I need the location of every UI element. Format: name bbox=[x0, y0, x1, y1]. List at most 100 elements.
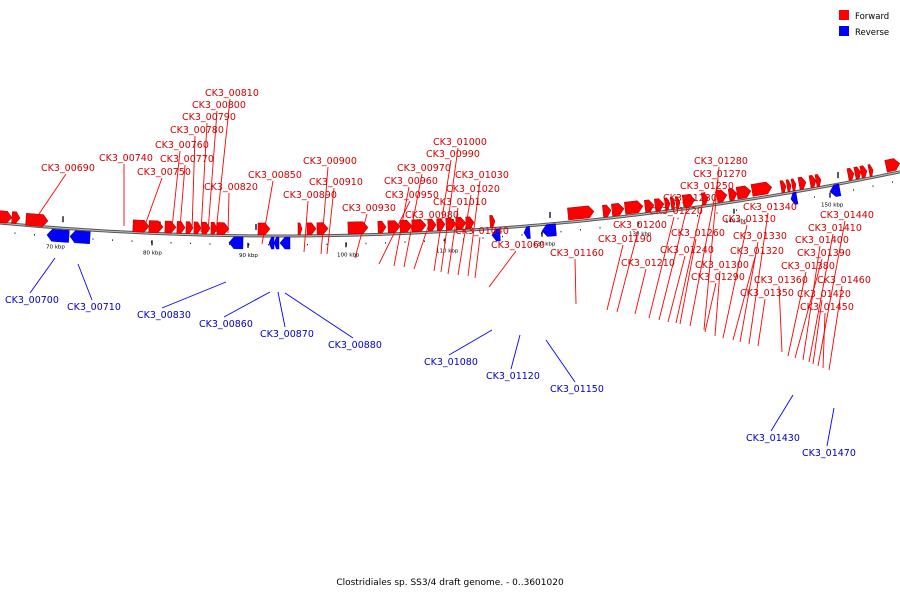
reverse-leader-line bbox=[510, 334, 521, 370]
forward-gene-arrow bbox=[814, 174, 822, 187]
scale-tick-label: 140 kbp bbox=[725, 219, 748, 225]
forward-leader-line bbox=[207, 110, 218, 233]
reverse-gene-arrow bbox=[273, 236, 280, 250]
forward-gene-label: CK3_00750 bbox=[137, 167, 191, 178]
forward-leader-line bbox=[433, 159, 452, 272]
forward-gene-arrow bbox=[11, 211, 21, 225]
forward-gene-label: CK3_00760 bbox=[155, 140, 209, 151]
forward-gene-label: CK3_01320 bbox=[730, 246, 784, 257]
forward-gene-label: CK3_01300 bbox=[695, 260, 749, 271]
forward-gene-arrow bbox=[790, 178, 797, 192]
forward-leader-line bbox=[144, 177, 163, 226]
scale-tick-label: 70 kbp bbox=[46, 245, 65, 251]
forward-gene-arrow bbox=[164, 220, 177, 234]
forward-gene-label: CK3_00810 bbox=[205, 88, 259, 99]
reverse-leader-line bbox=[223, 291, 271, 318]
forward-gene-arrow bbox=[674, 196, 681, 209]
forward-leader-line bbox=[200, 122, 208, 233]
forward-gene-label: CK3_00740 bbox=[99, 153, 153, 164]
forward-gene-arrow bbox=[193, 221, 202, 235]
scale-tick-label: 120 kbp bbox=[533, 242, 556, 248]
forward-gene-label: CK3_01340 bbox=[743, 202, 797, 213]
forward-leader-line bbox=[812, 299, 823, 365]
reverse-leader-line bbox=[770, 394, 794, 432]
forward-gene-arrow bbox=[663, 197, 671, 211]
forward-gene-label: CK3_01030 bbox=[455, 170, 509, 181]
forward-leader-line bbox=[413, 220, 431, 270]
forward-leader-line bbox=[227, 192, 230, 234]
forward-gene-arrow bbox=[411, 219, 427, 233]
forward-leader-line bbox=[440, 147, 459, 273]
forward-gene-label: CK3_00900 bbox=[303, 156, 357, 167]
forward-leader-line bbox=[822, 312, 826, 369]
scale-tick-label: 150 kbp bbox=[821, 203, 844, 209]
forward-leader-line bbox=[320, 166, 329, 255]
forward-leader-line bbox=[794, 258, 823, 359]
forward-gene-arrow bbox=[306, 222, 317, 236]
forward-gene-label: CK3_01460 bbox=[817, 275, 871, 286]
reverse-leader-line bbox=[29, 257, 56, 294]
forward-gene-arrow bbox=[785, 179, 792, 193]
forward-gene-arrow bbox=[859, 165, 868, 179]
forward-gene-label: CK3_01020 bbox=[446, 184, 500, 195]
forward-gene-label: CK3_00980 bbox=[405, 210, 459, 221]
forward-gene-label: CK3_00790 bbox=[182, 112, 236, 123]
forward-gene-label: CK3_00690 bbox=[41, 163, 95, 174]
forward-leader-line bbox=[648, 216, 675, 319]
forward-gene-arrow bbox=[884, 158, 900, 173]
reverse-gene-arrow bbox=[69, 230, 91, 244]
forward-gene-label: CK3_01360 bbox=[754, 275, 808, 286]
forward-leader-line bbox=[354, 213, 368, 259]
forward-gene-label: CK3_00780 bbox=[170, 125, 224, 136]
forward-gene-arrow bbox=[624, 200, 644, 215]
forward-gene-label: CK3_01330 bbox=[733, 231, 787, 242]
forward-gene-arrow bbox=[602, 204, 612, 218]
forward-leader-line bbox=[171, 150, 181, 229]
forward-gene-label: CK3_00970 bbox=[397, 163, 451, 174]
forward-gene-arrow bbox=[715, 189, 728, 203]
forward-gene-arrow bbox=[216, 222, 230, 235]
genome-backbone-group bbox=[0, 170, 900, 238]
forward-gene-arrow bbox=[455, 217, 467, 230]
forward-gene-arrow bbox=[316, 222, 329, 235]
forward-leader-line bbox=[474, 236, 481, 279]
forward-gene-label: CK3_01190 bbox=[598, 234, 652, 245]
forward-gene-label: CK3_01270 bbox=[693, 169, 747, 180]
reverse-gene-label: CK3_01470 bbox=[802, 448, 856, 459]
forward-leader-line bbox=[488, 250, 517, 288]
forward-leader-line bbox=[467, 180, 481, 277]
forward-leader-line bbox=[191, 135, 196, 231]
forward-leader-line bbox=[403, 173, 423, 268]
forward-gene-label: CK3_00890 bbox=[283, 190, 337, 201]
reverse-gene-label: CK3_00880 bbox=[328, 340, 382, 351]
scale-tick-label: 130 kbp bbox=[629, 232, 652, 238]
forward-leader-line bbox=[757, 298, 766, 347]
forward-gene-arrow bbox=[867, 164, 874, 177]
reverse-gene-arrow bbox=[268, 236, 275, 250]
forward-gene-arrow bbox=[750, 181, 773, 197]
forward-leader-line bbox=[748, 212, 769, 345]
forward-leader-line bbox=[378, 200, 411, 265]
forward-gene-label: CK3_01230 bbox=[663, 193, 717, 204]
forward-leader-line bbox=[703, 166, 720, 331]
forward-leader-line bbox=[802, 245, 821, 361]
forward-gene-label: CK3_01290 bbox=[691, 272, 745, 283]
forward-leader-line bbox=[732, 256, 756, 341]
forward-gene-arrow bbox=[257, 222, 271, 236]
forward-gene-label: CK3_00950 bbox=[385, 190, 439, 201]
legend-reverse-label: Reverse bbox=[855, 28, 889, 38]
forward-leader-line bbox=[714, 270, 721, 337]
forward-gene-arrow bbox=[0, 210, 13, 224]
forward-leader-line bbox=[689, 179, 719, 327]
forward-gene-label: CK3_01350 bbox=[740, 288, 794, 299]
legend: Forward Reverse bbox=[839, 10, 889, 38]
forward-gene-arrow bbox=[669, 196, 676, 210]
reverse-gene-label: CK3_00700 bbox=[5, 295, 59, 306]
forward-gene-label: CK3_01420 bbox=[797, 289, 851, 300]
forward-leader-line bbox=[679, 238, 697, 325]
forward-leader-line bbox=[303, 200, 309, 253]
forward-leader-line bbox=[261, 180, 274, 245]
forward-gene-arrow bbox=[176, 221, 186, 234]
reverse-leader-line bbox=[284, 292, 354, 339]
forward-gene-label: CK3_01280 bbox=[694, 156, 748, 167]
